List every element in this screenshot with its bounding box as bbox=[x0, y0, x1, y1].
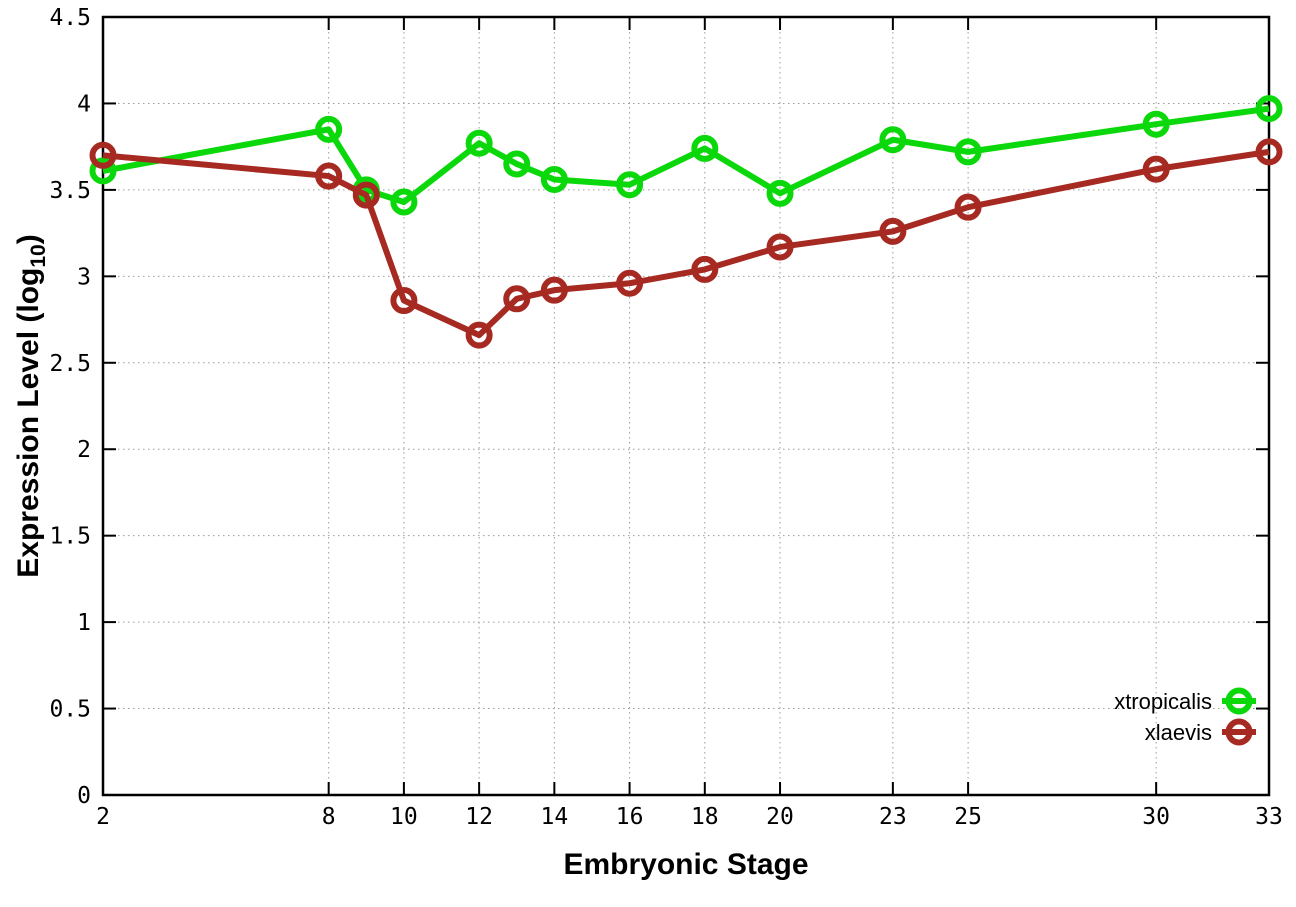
x-tick-label: 20 bbox=[766, 804, 794, 830]
data-point-xtropicalis bbox=[766, 179, 794, 207]
data-point-xlaevis bbox=[465, 321, 493, 349]
legend-marker-xtropicalis bbox=[1225, 687, 1253, 715]
data-point-xtropicalis bbox=[315, 115, 343, 143]
data-point-xlaevis bbox=[315, 162, 343, 190]
plot-border bbox=[101, 15, 1271, 797]
y-axis-title-main: Expression Level (log bbox=[12, 268, 45, 578]
legend: xtropicalis xlaevis bbox=[1114, 687, 1256, 746]
y-tick-label: 0 bbox=[77, 783, 91, 809]
y-tick-label: 3.5 bbox=[49, 178, 91, 204]
data-point-xlaevis bbox=[390, 287, 418, 315]
data-point-xtropicalis bbox=[691, 134, 719, 162]
data-point-xtropicalis bbox=[616, 171, 644, 199]
data-point-xlaevis bbox=[1255, 138, 1283, 166]
data-point-xlaevis bbox=[1142, 155, 1170, 183]
data-point-xtropicalis bbox=[954, 138, 982, 166]
data-point-xtropicalis bbox=[1142, 110, 1170, 138]
data-point-xtropicalis bbox=[1255, 95, 1283, 123]
x-tick-label: 14 bbox=[541, 804, 569, 830]
x-tick-label: 18 bbox=[691, 804, 719, 830]
data-point-xlaevis bbox=[503, 285, 531, 313]
data-point-xtropicalis bbox=[879, 126, 907, 154]
data-point-xtropicalis bbox=[390, 188, 418, 216]
y-tick-label: 2 bbox=[77, 437, 91, 463]
data-point-xlaevis bbox=[540, 276, 568, 304]
legend-marker-xlaevis bbox=[1225, 718, 1253, 746]
y-tick-label: 4.5 bbox=[49, 5, 91, 31]
legend-label-xlaevis: xlaevis bbox=[1145, 720, 1212, 745]
x-tick-label: 25 bbox=[954, 804, 982, 830]
x-tick-label: 16 bbox=[616, 804, 644, 830]
data-point-xlaevis bbox=[352, 181, 380, 209]
data-point-xlaevis bbox=[954, 193, 982, 221]
series-layer bbox=[89, 95, 1283, 349]
data-point-xtropicalis bbox=[503, 150, 531, 178]
tick-label-layer: 0 0.5 1 1.5 2 2.5 3 3.5 4 4.5 2 8 10 12 14 16 18 20 23 25 30… bbox=[49, 5, 1282, 830]
series-line-xtropicalis bbox=[102, 105, 1270, 205]
y-tick-label: 0.5 bbox=[49, 697, 91, 723]
y-axis-title-end: ) bbox=[12, 234, 45, 244]
data-point-xlaevis bbox=[89, 141, 117, 169]
x-axis-title: Embryonic Stage bbox=[563, 848, 808, 881]
x-tick-label: 23 bbox=[879, 804, 907, 830]
legend-label-xtropicalis: xtropicalis bbox=[1114, 689, 1212, 714]
x-tick-label: 2 bbox=[96, 804, 110, 830]
data-point-xtropicalis bbox=[465, 129, 493, 157]
x-tick-label: 33 bbox=[1255, 804, 1283, 830]
tick-layer bbox=[102, 16, 1270, 796]
x-tick-label: 10 bbox=[390, 804, 418, 830]
x-tick-label: 12 bbox=[465, 804, 493, 830]
data-point-xlaevis bbox=[879, 217, 907, 245]
data-point-xtropicalis bbox=[540, 166, 568, 194]
y-tick-label: 4 bbox=[77, 91, 91, 117]
y-tick-label: 1 bbox=[77, 610, 91, 636]
y-tick-label: 1.5 bbox=[49, 524, 91, 550]
series-line-xlaevis bbox=[102, 148, 1270, 339]
y-axis-title-subscript: 10 bbox=[27, 244, 50, 267]
x-tick-label: 8 bbox=[322, 804, 336, 830]
data-point-xlaevis bbox=[766, 233, 794, 261]
x-tick-label: 30 bbox=[1142, 804, 1170, 830]
data-point-xlaevis bbox=[691, 255, 719, 283]
data-point-xtropicalis bbox=[89, 157, 117, 185]
y-tick-label: 2.5 bbox=[49, 351, 91, 377]
data-point-xlaevis bbox=[616, 269, 644, 297]
y-tick-label: 3 bbox=[77, 264, 91, 290]
y-axis-title: Expression Level (log10) bbox=[12, 234, 50, 577]
